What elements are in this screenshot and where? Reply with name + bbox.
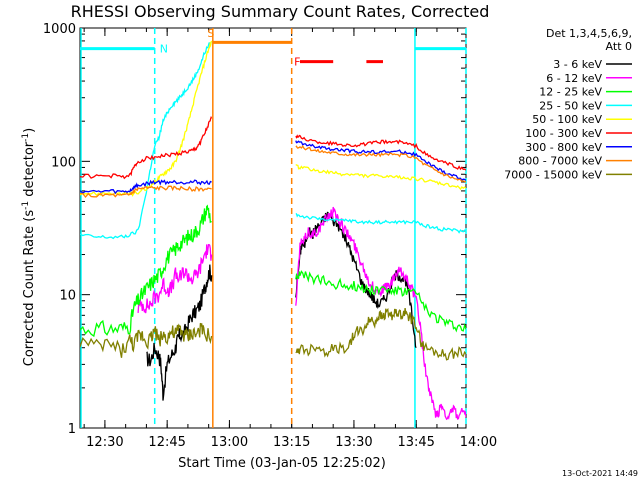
series-line-pre-gap [80,185,212,199]
y-tick-label: 1 [68,422,76,437]
series-line-post-gap [295,213,466,234]
series-line-post-gap [295,270,466,333]
legend-entry-label: 800 - 7000 keV [518,155,602,168]
chart-title: RHESSI Observing Summary Count Rates, Co… [71,2,490,21]
x-tick-label: 12:45 [148,435,185,450]
legend-entry-label: 6 - 12 keV [546,72,602,85]
x-tick-label: 13:15 [273,435,310,450]
legend-header: Att 0 [606,40,632,53]
x-tick-label: 13:30 [335,435,372,450]
series-line-pre-gap [80,322,213,358]
legend-entry-label: 3 - 6 keV [553,58,602,71]
series-line-pre-gap [80,204,212,338]
series-line-post-gap [295,134,466,171]
footer-timestamp: 13-Oct-2021 14:49 [562,469,638,478]
orbit-flag-label: F [294,56,300,69]
y-axis-label-mid: detector [22,141,37,201]
orbit-flag-label: N [160,43,168,56]
legend-entry-label: 300 - 800 keV [525,141,602,154]
legend-entry-label: 25 - 50 keV [539,99,602,112]
y-axis-label-end: ) [22,128,37,133]
x-tick-label: 14:00 [460,435,497,450]
plot-area: 12:30 12:45 13:00 13:15 13:30 13:45 14:00 1 10 10… [43,22,497,450]
y-tick-label: 1000 [43,22,76,37]
y-tick-label: 10 [59,289,76,304]
y-axis-label-main: Corrected Count Rate (s [22,210,37,367]
series-line-post-gap [295,206,466,421]
x-tick-label: 13:00 [211,435,248,450]
y-axis-label-sup2: -1 [21,133,31,142]
series-line-pre-gap [80,179,212,195]
legend-entry-label: 50 - 100 keV [532,113,602,126]
legend-entry-label: 12 - 25 keV [539,86,602,99]
x-axis-label: Start Time (03-Jan-05 12:25:02) [178,456,386,471]
y-axis-label: Corrected Count Rate (s-1 detector-1) [21,128,37,366]
series-line-pre-gap [80,115,213,180]
series-line-post-gap [295,307,466,361]
series-line-pre-gap [80,41,213,240]
series-group [80,40,466,421]
series-line-pre-gap [146,264,213,401]
y-tick-label: 100 [51,155,76,170]
legend-entry-label: 100 - 300 keV [525,127,602,140]
series-line-pre-gap [80,40,213,197]
y-axis-label-sup1: -1 [21,201,31,210]
legend-header: Det 1,3,4,5,6,9, [546,27,632,40]
orbit-flag-label: S [207,27,214,40]
series-line-post-gap [295,163,466,191]
x-tick-label: 12:30 [86,435,123,450]
x-tick-label: 13:45 [397,435,434,450]
series-line-post-gap [295,145,466,183]
legend-entry-label: 7000 - 15000 keV [504,168,602,181]
series-line-pre-gap [137,243,213,314]
svg-text:Corrected Count Rate (s-1 dete: Corrected Count Rate (s-1 detector-1) [21,128,37,366]
